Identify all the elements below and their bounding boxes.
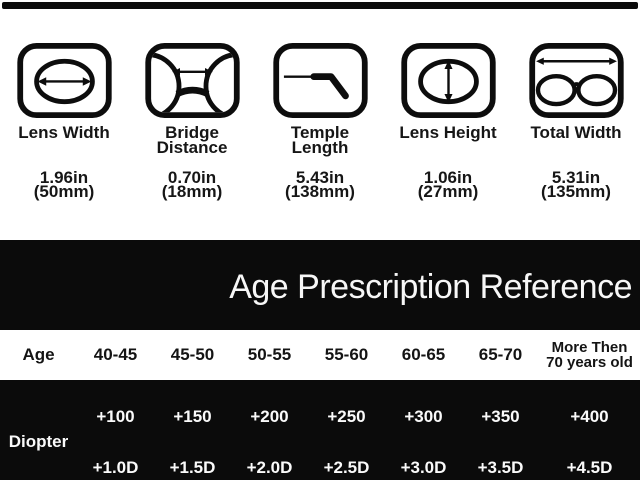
diopter-strength-cell: +2.5D xyxy=(323,458,370,477)
age-header-row: Age 40-45 45-50 50-55 55-60 60-65 65-70 … xyxy=(0,330,640,380)
diopter-table: Diopter +100 +150 +200 +250 +300 +350 +4… xyxy=(0,380,640,480)
diopter-row-label: Diopter xyxy=(8,432,69,451)
age-range-cell: 40-45 xyxy=(93,345,138,364)
age-range-cell: 45-50 xyxy=(170,345,215,364)
spec-label: Total Width xyxy=(530,123,622,142)
diopter-value-cell: +100 xyxy=(96,407,135,426)
spec-measurement: 1.06in (27mm) xyxy=(417,168,479,201)
spec-col-temple-length: Temple Length 5.43in (138mm) xyxy=(256,9,384,201)
diopter-value-cell: +250 xyxy=(327,407,366,426)
spec-measurement: 1.96in (50mm) xyxy=(33,168,95,201)
diopter-value-cell: +300 xyxy=(404,407,443,426)
age-range-cell: 60-65 xyxy=(401,345,446,364)
diopter-strength-cell: +3.5D xyxy=(477,458,524,477)
age-range-cell: 65-70 xyxy=(478,345,523,364)
age-range-cell-last: More Then 70 years old xyxy=(546,339,633,371)
spec-col-lens-height: Lens Height 1.06in (27mm) xyxy=(384,9,512,201)
diopter-strength-cell: +2.0D xyxy=(246,458,293,477)
diopter-strength-cell: +3.0D xyxy=(400,458,447,477)
spec-label: Lens Height xyxy=(399,123,497,142)
spec-icons-row: Lens Width 1.96in (50mm) xyxy=(0,9,640,201)
diopter-value-cell: +150 xyxy=(173,407,212,426)
banner-title-text: Age Prescription Reference xyxy=(229,268,632,306)
spec-label: Bridge Distance xyxy=(156,123,228,157)
spec-col-lens-width: Lens Width 1.96in (50mm) xyxy=(0,9,128,201)
temple-length-icon xyxy=(256,42,384,119)
diopter-value-cell: +200 xyxy=(250,407,289,426)
spec-label: Temple Length xyxy=(290,123,350,157)
age-range-cell: 50-55 xyxy=(247,345,292,364)
top-divider-bar xyxy=(2,2,638,9)
spec-col-total-width: Total Width 5.31in (135mm) xyxy=(512,9,640,201)
age-header-label: Age xyxy=(22,345,55,364)
spec-measurement: 5.31in (135mm) xyxy=(541,168,611,201)
diopter-values-row: +100 +150 +200 +250 +300 +350 +400 xyxy=(0,407,640,427)
diopter-strength-cell: +1.5D xyxy=(169,458,216,477)
spec-measurement: 5.43in (138mm) xyxy=(285,168,355,201)
lens-width-icon xyxy=(0,42,128,119)
lens-height-icon xyxy=(384,42,512,119)
diopter-strength-cell: +4.5D xyxy=(566,458,613,477)
diopter-value-cell: +400 xyxy=(570,407,609,426)
bridge-distance-icon xyxy=(128,42,256,119)
age-range-cell: 55-60 xyxy=(324,345,369,364)
spec-col-bridge-distance: Bridge Distance 0.70in (18mm) xyxy=(128,9,256,201)
spec-measurement: 0.70in (18mm) xyxy=(161,168,223,201)
banner-title: Age Prescription Reference xyxy=(0,240,640,330)
diopter-strengths-row: +1.0D +1.5D +2.0D +2.5D +3.0D +3.5D +4.5… xyxy=(0,458,640,478)
spec-label: Lens Width xyxy=(18,123,110,142)
total-width-icon xyxy=(512,42,640,119)
diopter-value-cell: +350 xyxy=(481,407,520,426)
diopter-strength-cell: +1.0D xyxy=(92,458,139,477)
